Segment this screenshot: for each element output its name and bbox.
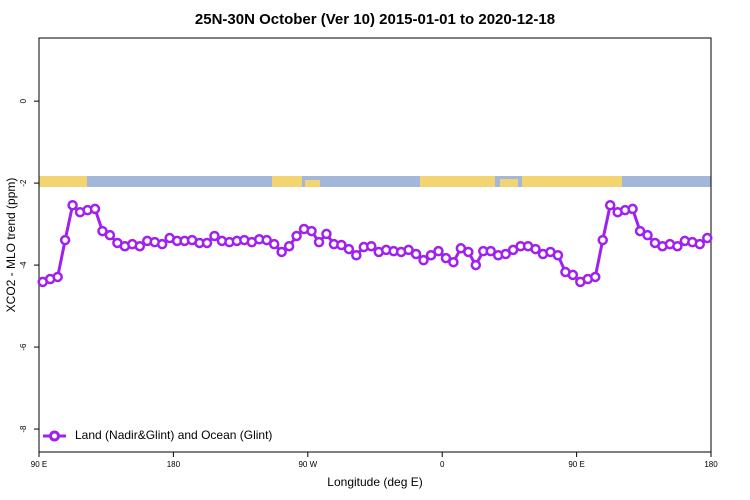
data-point — [291, 230, 302, 242]
data-point — [440, 252, 452, 264]
data-point — [156, 238, 168, 250]
data-point — [313, 236, 325, 248]
x-tick-label: 180 — [167, 460, 181, 469]
data-point — [306, 225, 317, 237]
data-point — [672, 240, 683, 252]
data-point — [433, 245, 444, 257]
data-point — [530, 243, 541, 255]
x-tick-label: 0 — [440, 460, 445, 469]
x-tick-label: 90 E — [568, 460, 584, 469]
data-point — [321, 228, 332, 240]
data-point — [694, 238, 706, 250]
y-tick-label: -6 — [19, 343, 28, 351]
legend-marker — [49, 430, 60, 442]
data-point — [283, 240, 295, 252]
data-point — [590, 271, 601, 283]
data-point — [702, 232, 713, 244]
x-tick-label: 90 E — [31, 460, 47, 469]
legend-label: Land (Nadir&Glint) and Ocean (Glint) — [75, 428, 272, 442]
data-point — [448, 256, 459, 268]
data-point — [209, 230, 220, 242]
data-point — [134, 240, 146, 252]
data-point — [366, 240, 377, 252]
data-point — [59, 234, 71, 246]
data-point — [634, 225, 646, 237]
data-point — [410, 248, 422, 260]
plot-frame — [38, 37, 712, 453]
data-point — [336, 239, 347, 251]
data-point — [276, 246, 287, 258]
data-point — [403, 244, 414, 256]
chart-title: 25N-30N October (Ver 10) 2015-01-01 to 2… — [195, 11, 555, 28]
data-point — [627, 203, 638, 215]
data-point — [52, 271, 63, 283]
x-axis-label: Longitude (deg E) — [327, 475, 422, 489]
data-point — [97, 225, 108, 237]
x-tick-label: 90 W — [298, 460, 317, 469]
data-point — [500, 248, 511, 260]
land-ocean-strip — [39, 176, 711, 187]
data-point — [642, 229, 653, 241]
x-tick-label: 180 — [704, 460, 718, 469]
data-point — [89, 203, 101, 215]
data-point — [567, 269, 579, 281]
data-point — [604, 199, 616, 211]
data-point — [552, 249, 564, 261]
data-point — [425, 249, 437, 261]
data-point — [67, 199, 78, 211]
data-point — [418, 254, 429, 266]
data-point — [351, 249, 362, 261]
y-tick-label: -4 — [19, 261, 28, 269]
data-point — [201, 237, 213, 249]
y-tick-label: 0 — [19, 98, 28, 103]
data-point — [268, 238, 280, 250]
y-axis-label: XCO2 - MLO trend (ppm) — [4, 178, 18, 313]
data-point — [470, 259, 482, 271]
data-point — [485, 245, 496, 257]
y-tick-label: -8 — [19, 425, 28, 433]
data-point — [261, 234, 272, 246]
y-tick-label: -2 — [19, 179, 28, 187]
data-point — [104, 229, 116, 241]
legend: Land (Nadir&Glint) and Ocean (Glint) — [43, 428, 272, 442]
data-point — [597, 234, 608, 246]
data-point — [343, 243, 355, 255]
data-point — [463, 246, 474, 258]
